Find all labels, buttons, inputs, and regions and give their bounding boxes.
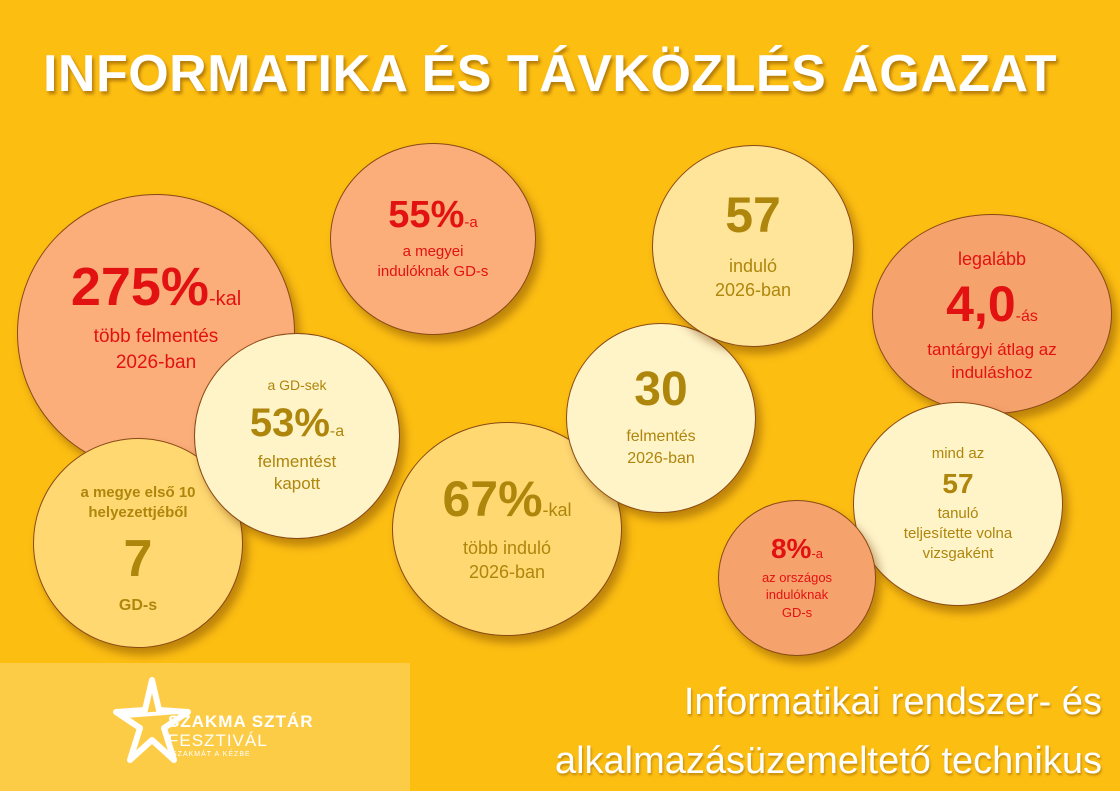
stat-top-2: helyezettjéből <box>88 504 188 522</box>
stat-value: 55%-a <box>388 196 477 234</box>
stat-value: 53%-a <box>250 403 344 443</box>
stat-number: 55% <box>388 193 465 236</box>
stat-top: a GD-sek <box>267 376 327 393</box>
stat-number: 275% <box>70 257 209 318</box>
stat-top: legalább <box>957 248 1027 269</box>
stat-caption-1: több felmentés <box>93 326 219 348</box>
stat-number: 67% <box>442 470 543 527</box>
stat-caption-1: több induló <box>462 537 552 558</box>
stat-bubble-275-percent: 275%-kal több felmentés 2026-ban <box>17 194 295 472</box>
stat-caption-1: induló <box>728 255 778 276</box>
stat-bubble-53-percent: a GD-sek 53%-a felmentést kapott <box>194 333 400 539</box>
stat-top: mind az <box>931 444 985 462</box>
stat-caption-1: tantárgyi átlag az <box>927 340 1057 360</box>
stat-value: 67%-kal <box>442 474 571 524</box>
stat-bubble-4-0-atlag: legalább 4,0-ás tantárgyi átlag az indul… <box>872 214 1112 414</box>
stat-bubble-mind-az-57: mind az 57 tanuló teljesítette volna viz… <box>853 402 1063 606</box>
stat-caption-2: 2026-ban <box>627 450 695 467</box>
stat-bubble-55-percent: 55%-a a megyei indulóknak GD-s <box>330 143 536 335</box>
stat-value: 275%-kal <box>71 260 241 314</box>
stat-caption-2: teljesítette volna <box>903 525 1013 542</box>
stat-number: 4,0 <box>946 276 1016 333</box>
logo-text-2: FESZTIVÁL <box>168 731 268 750</box>
stat-caption-3: vizsgaként <box>922 545 994 563</box>
star-logo-icon <box>113 677 191 763</box>
stat-bubble-57-indulo: 57 induló 2026-ban <box>652 145 854 347</box>
subtitle-line-1: Informatikai rendszer- és <box>683 681 1102 723</box>
stat-caption-2: 2026-ban <box>468 562 546 582</box>
logo-text-1: SZAKMA SZTÁR <box>168 712 314 731</box>
stat-caption-1: az országos <box>761 569 833 585</box>
stat-caption-2: 2026-ban <box>714 280 792 300</box>
stat-caption-1: GD-s <box>118 597 158 615</box>
stat-bubble-30-felmentes: 30 felmentés 2026-ban <box>566 323 756 513</box>
stat-bubble-8-percent: 8%-a az országos indulóknak GD-s <box>718 500 876 656</box>
stat-caption-2: indulóknak GD-s <box>377 263 489 280</box>
stat-number: 7 <box>123 530 153 589</box>
stat-suffix: -a <box>329 422 345 440</box>
stat-caption-2: 2026-ban <box>115 352 197 373</box>
stat-number: 53% <box>249 400 330 445</box>
stat-caption-1: felmentés <box>626 428 696 446</box>
stat-caption-1: a megyei <box>402 242 464 260</box>
stat-suffix: -a <box>811 545 824 561</box>
stat-caption-2: induláshoz <box>951 363 1033 383</box>
stat-number: 30 <box>634 363 688 417</box>
stat-value: 8%-a <box>770 532 824 564</box>
stat-suffix: -ás <box>1015 308 1038 326</box>
stat-value: 4,0-ás <box>946 279 1038 329</box>
stat-caption-2: indulóknak <box>765 587 829 603</box>
logo-text-3: SZAKMÁT A KÉZBE <box>172 751 251 758</box>
stat-number: 8% <box>770 532 812 564</box>
stat-number: 57 <box>725 186 781 243</box>
stat-suffix: -kal <box>208 288 242 311</box>
stat-caption-1: tanuló <box>937 504 979 522</box>
stat-caption-1: felmentést <box>257 451 337 471</box>
subtitle-line-2: alkalmazásüzemeltető technikus <box>554 740 1102 782</box>
stat-number: 57 <box>942 467 974 499</box>
stat-suffix: -a <box>464 213 478 231</box>
stat-top-1: a megye első 10 <box>80 483 196 501</box>
page-title: INFORMATIKA ÉS TÁVKÖZLÉS ÁGAZAT <box>42 45 1058 103</box>
stat-caption-3: GD-s <box>781 604 813 620</box>
stat-caption-2: kapott <box>273 474 321 494</box>
stat-suffix: -kal <box>542 499 572 520</box>
logo-panel <box>0 663 410 791</box>
